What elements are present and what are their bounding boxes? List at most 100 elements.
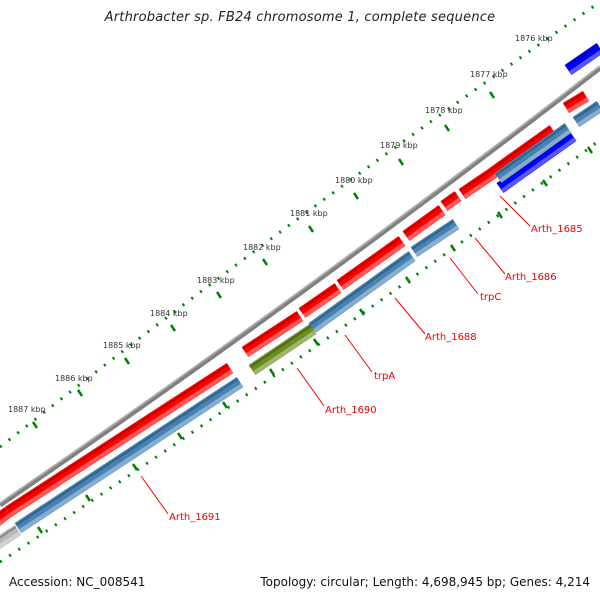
major-tick [312,338,320,346]
gene-trpC-highlight [414,225,460,257]
gene-forward-highlight [0,513,12,526]
kbp-label: 1880 kbp [335,176,373,185]
summary-text: Topology: circular; Length: 4,698,945 bp… [260,575,590,589]
kbp-label: 1883 kbp [197,276,235,285]
map-title: Arthrobacter sp. FB24 chromosome 1, comp… [104,10,496,25]
major-tick [488,91,496,99]
gene-forward-highlight [245,317,304,357]
major-tick [397,158,405,166]
gene-arth-1691-forward-shadow [5,364,229,510]
gene-gray-highlight [0,531,22,549]
gene-arth-1688-highlight [312,257,416,333]
gene-trpA [248,324,317,375]
gene-forward-shadow [337,237,401,283]
kbp-label: 1885 kbp [103,341,141,350]
gene-forward-highlight [462,176,494,199]
gene-forward-shadow [563,92,585,106]
kbp-label: 1879 kbp [380,141,418,150]
gene-label-leader [296,367,325,407]
gene-reverse-highlight [576,107,600,127]
backbone [0,66,600,508]
major-tick [358,308,366,316]
major-tick [352,192,360,200]
major-tick [76,389,84,397]
gene-forward [241,310,304,358]
kbp-label: 1878 kbp [425,106,463,115]
gene-label: trpA [374,371,395,382]
gene-forward [486,125,557,180]
accession-text: Accession: NC_008541 [9,575,146,589]
kbp-label: 1884 kbp [150,309,188,318]
gene-reverse-highlight [498,129,572,183]
gene-label-leader [449,257,479,295]
gene-label: trpC [480,292,501,303]
gene-arth-1685-highlight [500,137,577,193]
gene-label-leader [394,297,426,335]
gene-arth-1685 [496,131,577,193]
gene-forward [336,236,406,290]
gene-reverse-shadow [573,102,599,120]
gene-forward-shadow [459,171,489,192]
gene-arth-1691-forward-highlight [8,369,234,517]
major-tick [84,494,92,502]
gene-outer-blue-shadow [565,44,599,68]
gene-gray-shadow [0,526,17,539]
gene-forward-shadow [242,312,299,350]
gene-forward-shadow [0,508,7,515]
major-tick [36,526,44,534]
gene-forward-highlight [340,242,406,290]
gene-arth-1688 [308,251,416,333]
gene-forward [0,507,12,526]
gene-forward [402,205,446,241]
kbp-label: 1877 kbp [470,70,508,79]
kbp-label: 1886 kbp [55,374,93,383]
gene-trpA-highlight [252,330,317,375]
major-tick [586,146,594,154]
gene-forward [298,283,342,318]
gene-trpC-shadow [411,220,455,250]
gene-arth-1691-forward [4,362,234,518]
gene-label-leader [474,237,506,275]
gene-label: Arth_1685 [531,224,583,235]
major-tick [496,211,504,219]
gene-outer-blue-highlight [568,49,600,75]
gene-trpA-shadow [249,325,312,368]
gene-arth-1691-shadow [15,378,239,526]
gene-arth-1691 [14,376,244,534]
gene-forward-highlight [302,289,342,318]
gene-label: Arth_1690 [325,405,377,416]
gene-label: Arth_1688 [425,332,477,343]
gene-forward [562,90,590,114]
gene-arth-1691-highlight [18,383,244,533]
backbone-highlight [0,65,600,504]
gene-forward-shadow [441,192,457,204]
gene-gray [0,524,22,549]
kbp-label: 1882 kbp [243,243,281,252]
gene-reverse [572,101,600,127]
gene-label-leader [344,334,373,373]
kbp-label: 1881 kbp [290,209,328,218]
major-tick [176,432,184,440]
gene-forward-highlight [406,211,446,241]
gene-label: Arth_1691 [169,512,221,523]
kbp-label: 1876 kbp [515,34,553,43]
major-tick [215,291,223,299]
major-tick [443,124,451,132]
gene-forward-highlight [566,97,590,113]
gene-forward-shadow [299,284,337,311]
major-tick [404,276,412,284]
gene-forward [458,170,494,199]
major-tick [261,258,269,266]
gene-trpC [410,219,460,257]
gene-forward-shadow [403,206,441,234]
gene-outer-blue [564,43,600,75]
major-tick [123,357,131,365]
major-tick [307,225,315,233]
major-tick [221,401,229,409]
gene-reverse [494,123,572,183]
gene-reverse-shadow [495,124,567,176]
gene-label: Arth_1686 [505,272,557,283]
gene-forward-highlight [444,197,462,211]
major-tick [268,368,276,376]
